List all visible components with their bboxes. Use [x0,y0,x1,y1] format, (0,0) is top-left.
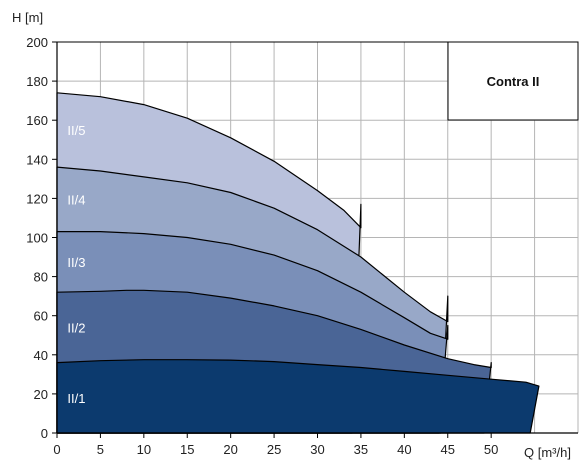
x-tick-label: 20 [223,442,237,457]
y-tick-label: 100 [26,231,48,246]
series-label: II/1 [67,391,85,406]
x-tick-label: 0 [53,442,60,457]
y-tick-label: 120 [26,191,48,206]
series-label: II/5 [67,123,85,138]
x-tick-label: 15 [180,442,194,457]
chart-title: Contra II [487,74,540,89]
y-tick-label: 180 [26,74,48,89]
y-axis-title: H [m] [12,10,43,25]
y-tick-label: 40 [34,348,48,363]
x-tick-label: 50 [484,442,498,457]
area-labels: II/1 II/2 II/3 II/4 II/5 [67,123,85,406]
series-label: II/4 [67,192,85,207]
x-tick-label: 45 [441,442,455,457]
y-tick-label: 0 [41,426,48,441]
y-tick-label: 140 [26,152,48,167]
y-tick-label: 20 [34,387,48,402]
tick-labels: 0 5 10 15 20 25 30 35 40 45 50 0 20 40 60 80 100 120 140 16… [26,35,498,457]
y-tick-label: 60 [34,309,48,324]
y-tick-label: 160 [26,113,48,128]
x-tick-label: 10 [137,442,151,457]
y-tick-label: 80 [34,270,48,285]
x-tick-label: 5 [97,442,104,457]
title-box [447,41,579,121]
areas [56,92,540,434]
x-axis-title: Q [m³/h] [524,445,571,460]
x-tick-label: 35 [354,442,368,457]
series-area-II-1 [56,359,540,434]
x-tick-label: 30 [310,442,324,457]
x-tick-label: 40 [397,442,411,457]
series-label: II/2 [67,320,85,335]
series-label: II/3 [67,255,85,270]
y-tick-label: 200 [26,35,48,50]
x-tick-label: 25 [267,442,281,457]
